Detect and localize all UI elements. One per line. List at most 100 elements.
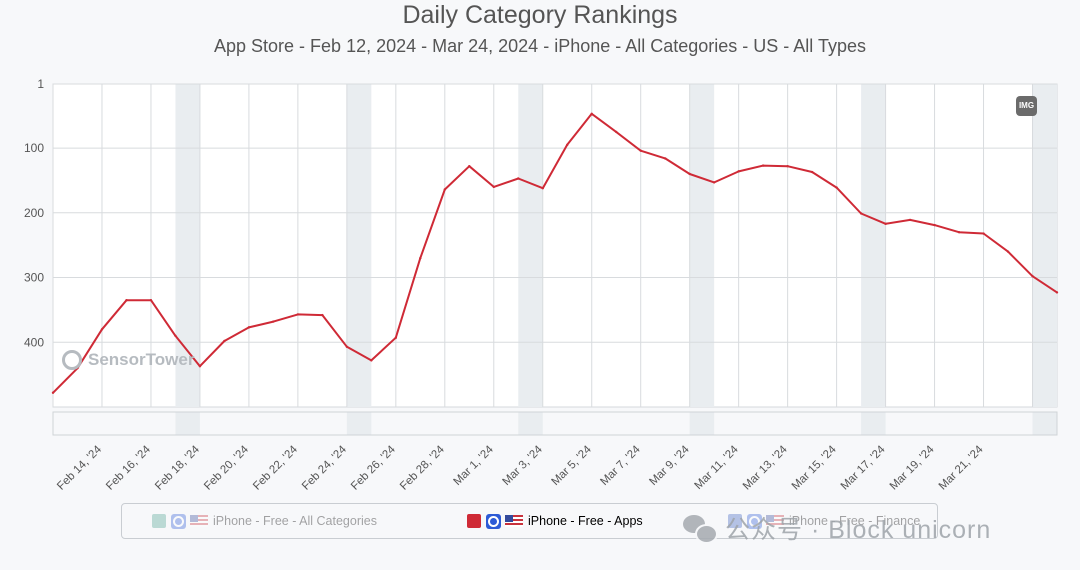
data-point bbox=[982, 232, 985, 235]
navigator-weekend-band bbox=[346, 412, 372, 435]
navigator bbox=[52, 411, 1058, 436]
x-tick-label: Feb 28, '24 bbox=[398, 443, 447, 492]
x-tick-label: Mar 1, '24 bbox=[452, 443, 497, 488]
legend-swatch bbox=[728, 514, 742, 528]
weekend-band bbox=[175, 84, 200, 407]
data-point bbox=[149, 298, 153, 302]
x-tick-label: Mar 17, '24 bbox=[839, 443, 888, 492]
data-point bbox=[370, 359, 373, 362]
plot-area bbox=[52, 83, 1058, 408]
x-tick-label: Feb 14, '24 bbox=[55, 443, 104, 492]
chart-subtitle: App Store - Feb 12, 2024 - Mar 24, 2024 … bbox=[214, 36, 866, 56]
us-flag-icon bbox=[766, 515, 784, 527]
data-point bbox=[1031, 275, 1034, 278]
data-point bbox=[419, 256, 422, 260]
data-point bbox=[51, 391, 55, 394]
x-tick-label: Mar 21, '24 bbox=[937, 443, 986, 492]
data-point bbox=[517, 177, 520, 180]
navigator-weekend-band bbox=[689, 412, 715, 435]
data-point bbox=[174, 334, 177, 337]
data-point bbox=[615, 130, 618, 134]
data-point bbox=[786, 165, 789, 168]
sensortower-logo: SensorTower bbox=[62, 350, 194, 370]
data-point bbox=[345, 345, 349, 349]
weekend-band bbox=[1032, 84, 1057, 407]
data-point bbox=[835, 186, 838, 189]
legend-label: iPhone - Free - Apps bbox=[528, 514, 643, 528]
data-point bbox=[884, 222, 887, 226]
data-point bbox=[443, 188, 447, 191]
x-tick-label: Mar 3, '24 bbox=[500, 443, 545, 488]
y-tick-label: 200 bbox=[24, 206, 44, 220]
legend: iPhone - Free - All Categories iPhone - … bbox=[121, 503, 938, 539]
data-point bbox=[296, 313, 300, 316]
weekend-band bbox=[518, 84, 543, 407]
weekend-band bbox=[689, 84, 715, 407]
data-point bbox=[810, 170, 814, 174]
wechat-icon bbox=[683, 515, 718, 544]
chart-title: Daily Category Rankings bbox=[402, 1, 678, 29]
us-flag-icon bbox=[190, 515, 208, 527]
x-tick-label: Mar 11, '24 bbox=[692, 443, 741, 492]
legend-item-all-categories[interactable]: iPhone - Free - All Categories bbox=[152, 513, 377, 529]
navigator-weekend-band bbox=[175, 412, 200, 435]
x-tick-label: Mar 13, '24 bbox=[741, 443, 790, 492]
app-store-icon bbox=[486, 513, 501, 529]
legend-label: iPhone - Free - Finance bbox=[789, 514, 921, 528]
data-point bbox=[590, 112, 593, 115]
navigator-weekend-band bbox=[861, 412, 886, 435]
data-point bbox=[272, 320, 275, 323]
x-tick-label: Feb 24, '24 bbox=[300, 443, 349, 492]
export-image-button[interactable]: IMG bbox=[1016, 96, 1037, 116]
x-tick-label: Mar 7, '24 bbox=[598, 443, 643, 488]
data-point bbox=[1055, 291, 1059, 294]
x-tick-label: Mar 19, '24 bbox=[888, 443, 937, 492]
logo-text: SensorTower bbox=[88, 350, 195, 369]
x-tick-label: Mar 15, '24 bbox=[790, 443, 839, 492]
data-point bbox=[198, 365, 202, 368]
data-point bbox=[908, 218, 912, 222]
legend-swatch bbox=[152, 514, 166, 528]
data-point bbox=[125, 298, 128, 302]
x-tick-label: Mar 9, '24 bbox=[647, 443, 692, 488]
y-tick-label: 100 bbox=[24, 141, 44, 155]
x-tick-label: Mar 5, '24 bbox=[549, 443, 594, 488]
series-line bbox=[52, 112, 1058, 394]
data-point bbox=[321, 313, 324, 317]
legend-item-finance[interactable]: iPhone - Free - Finance bbox=[728, 513, 920, 529]
us-flag-icon bbox=[505, 515, 523, 527]
navigator-weekend-band bbox=[518, 412, 543, 435]
x-tick-label: Feb 26, '24 bbox=[349, 443, 398, 492]
legend-item-apps[interactable]: iPhone - Free - Apps bbox=[467, 513, 643, 529]
app-store-icon bbox=[171, 513, 186, 529]
data-point bbox=[933, 223, 936, 227]
app-store-icon bbox=[747, 513, 762, 529]
y-tick-label: 300 bbox=[24, 271, 44, 285]
data-point bbox=[957, 231, 961, 234]
data-point bbox=[541, 187, 544, 190]
data-point bbox=[394, 336, 398, 339]
data-point bbox=[761, 164, 765, 167]
x-tick-label: Feb 18, '24 bbox=[153, 443, 202, 492]
y-tick-label: 400 bbox=[24, 335, 44, 349]
data-point bbox=[247, 326, 251, 329]
data-point bbox=[468, 165, 471, 168]
wechat-watermark: 公众号 · Block unicorn bbox=[683, 508, 991, 548]
y-tick-label: 1 bbox=[37, 77, 44, 91]
data-point bbox=[688, 172, 691, 176]
x-tick-label: Feb 22, '24 bbox=[251, 443, 300, 492]
data-point bbox=[1006, 250, 1010, 253]
x-tick-label: Feb 20, '24 bbox=[202, 443, 251, 492]
legend-label: iPhone - Free - All Categories bbox=[213, 514, 377, 528]
data-point bbox=[712, 181, 716, 184]
data-point bbox=[566, 143, 569, 147]
sensortower-logo-icon bbox=[62, 350, 82, 370]
navigator-weekend-band bbox=[1032, 412, 1057, 435]
data-point bbox=[737, 170, 740, 173]
data-point bbox=[492, 185, 495, 189]
watermark-text: 公众号 · Block unicorn bbox=[725, 516, 992, 544]
weekend-band bbox=[861, 84, 886, 407]
data-point bbox=[223, 339, 226, 343]
data-point bbox=[663, 157, 667, 160]
